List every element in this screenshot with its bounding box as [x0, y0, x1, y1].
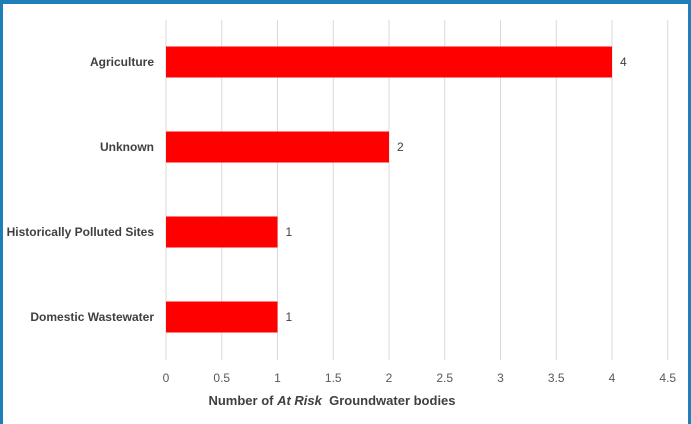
x-tick-label: 3 — [497, 371, 504, 385]
category-label: Unknown — [100, 140, 154, 154]
category-labels: Agriculture Unknown Historically Polluted … — [7, 55, 155, 324]
bars — [166, 46, 612, 333]
bar — [166, 301, 278, 333]
x-axis-title: Number of At Risk Groundwater bodies — [208, 393, 455, 408]
bar — [166, 131, 389, 163]
data-label: 1 — [286, 310, 293, 324]
data-labels: 4 2 1 1 — [286, 55, 628, 324]
category-label: Historically Polluted Sites — [7, 225, 155, 239]
x-tick-label: 3.5 — [548, 371, 565, 385]
x-tick-labels: 0 0.5 1 1.5 2 2.5 3 3.5 4 4.5 — [163, 371, 677, 385]
data-label: 4 — [620, 55, 627, 69]
x-tick-label: 1.5 — [325, 371, 342, 385]
x-tick-label: 4 — [609, 371, 616, 385]
x-tick-label: 1 — [274, 371, 281, 385]
bar — [166, 216, 278, 248]
x-tick-label: 2 — [386, 371, 393, 385]
x-tick-label: 2.5 — [436, 371, 453, 385]
x-tick-label: 0.5 — [213, 371, 230, 385]
category-label: Domestic Wastewater — [30, 310, 154, 324]
category-label: Agriculture — [90, 55, 154, 69]
data-label: 2 — [397, 140, 404, 154]
x-tick-label: 4.5 — [659, 371, 676, 385]
data-label: 1 — [286, 225, 293, 239]
bar — [166, 46, 612, 78]
x-tick-label: 0 — [163, 371, 170, 385]
